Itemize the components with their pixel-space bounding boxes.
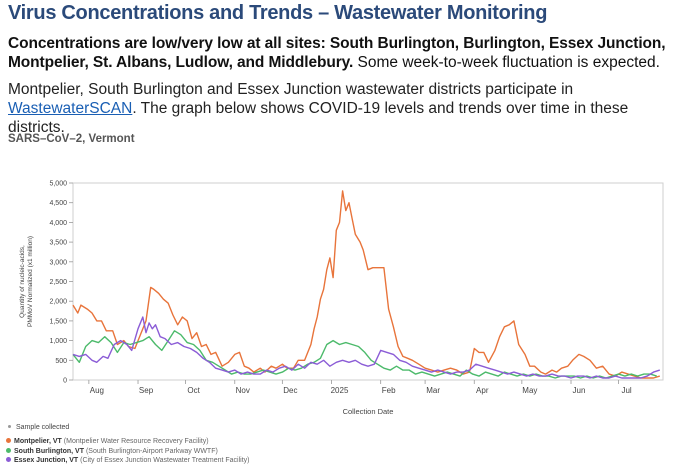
y-tick-label: 1,500: [49, 318, 67, 325]
y-tick-label: 500: [55, 358, 67, 365]
legend-item-essex-junction[interactable]: Essex Junction, VT (City of Essex Juncti…: [6, 456, 249, 466]
x-tick-label: Apr: [476, 386, 489, 395]
x-tick-label: Jul: [621, 386, 631, 395]
y-tick-label: 4,000: [49, 220, 67, 227]
chart-title: SARS–CoV–2, Vermont: [8, 133, 135, 145]
legend-item-name: Montpelier, VT: [14, 438, 62, 445]
legend-dot-icon: [6, 438, 11, 443]
y-tick-label: 5,000: [49, 181, 67, 188]
x-tick-label: Feb: [382, 386, 396, 395]
y-axis-label-line: Quantity of nucleic-acids,: [19, 245, 26, 318]
x-tick-label: Aug: [90, 386, 104, 395]
legend-dot-icon: [6, 447, 11, 453]
y-tick-label: 3,000: [49, 259, 67, 266]
y-axis: 0 500 1,000 1,500 2,000 2,500 3,000 3,500 4,000 4…: [49, 181, 664, 385]
legend-item-name: South Burlington, VT: [14, 447, 84, 455]
series-lines: [72, 190, 661, 379]
x-tick-label: 2025: [331, 386, 349, 395]
page-title: Virus Concentrations and Trends – Wastew…: [8, 2, 548, 24]
sample-dot-icon: [8, 425, 11, 428]
sample-note-label: Sample collected: [16, 424, 70, 431]
x-tick-label: Dec: [283, 386, 297, 395]
y-tick-label: 4,500: [49, 200, 67, 207]
summary-bold: Concentrations are low/very low at all s…: [8, 35, 666, 71]
legend-item-montpelier[interactable]: Montpelier, VT (Montpelier Water Resourc…: [6, 437, 249, 447]
x-axis-label: Collection Date: [343, 407, 394, 416]
x-tick-label: Jun: [573, 386, 586, 395]
y-axis-label-line: PMMoV Normalized (x1 million): [27, 236, 34, 327]
x-tick-label: Sep: [139, 386, 154, 395]
x-axis: Aug Sep Oct Nov Dec 2025 Feb Mar Apr May Jun Jul: [88, 380, 632, 395]
intro-after: . The graph below shows COVID-19 levels …: [8, 100, 629, 136]
x-tick-label: May: [522, 386, 537, 395]
legend-item-name: Essex Junction, VT: [14, 457, 79, 464]
x-tick-label: Nov: [236, 386, 250, 395]
wastewater-line-chart: 0 500 1,000 1,500 2,000 2,500 3,000 3,500 4,000 4…: [19, 181, 664, 416]
legend-item-note: (Montpelier Water Resource Recovery Faci…: [61, 438, 209, 445]
legend-item-note: (City of Essex Junction Wastewater Treat…: [78, 457, 250, 464]
x-tick-label: Oct: [187, 386, 200, 395]
intro-before: Montpelier, South Burlington and Essex J…: [8, 81, 574, 98]
sample-collected-note: Sample collected: [8, 424, 69, 431]
wastewaterscan-link[interactable]: WastewaterSCAN: [8, 100, 133, 117]
legend-item-south-burlington[interactable]: South Burlington, VT (South Burlington-A…: [6, 447, 249, 457]
y-tick-label: 2,000: [49, 299, 67, 306]
legend: Montpelier, VT (Montpelier Water Resourc…: [6, 437, 249, 466]
intro-text: Montpelier, South Burlington and Essex J…: [8, 80, 684, 137]
y-tick-label: 3,500: [49, 240, 67, 247]
summary-text: Concentrations are low/very low at all s…: [8, 34, 684, 72]
y-axis-label: Quantity of nucleic-acids,PMMoV Normaliz…: [19, 236, 34, 327]
legend-dot-icon: [6, 457, 11, 462]
legend-item-note: (South Burlington-Airport Parkway WWTF): [84, 447, 218, 455]
series-line-0[interactable]: [72, 190, 661, 379]
y-tick-label: 0: [63, 378, 67, 385]
y-tick-label: 2,500: [49, 279, 67, 286]
series-line-1[interactable]: [72, 330, 657, 379]
x-tick-label: Mar: [426, 386, 440, 395]
summary-rest: Some week-to-week fluctuation is expecte…: [353, 54, 660, 71]
series-line-2[interactable]: [72, 316, 661, 379]
y-tick-label: 1,000: [49, 338, 67, 345]
